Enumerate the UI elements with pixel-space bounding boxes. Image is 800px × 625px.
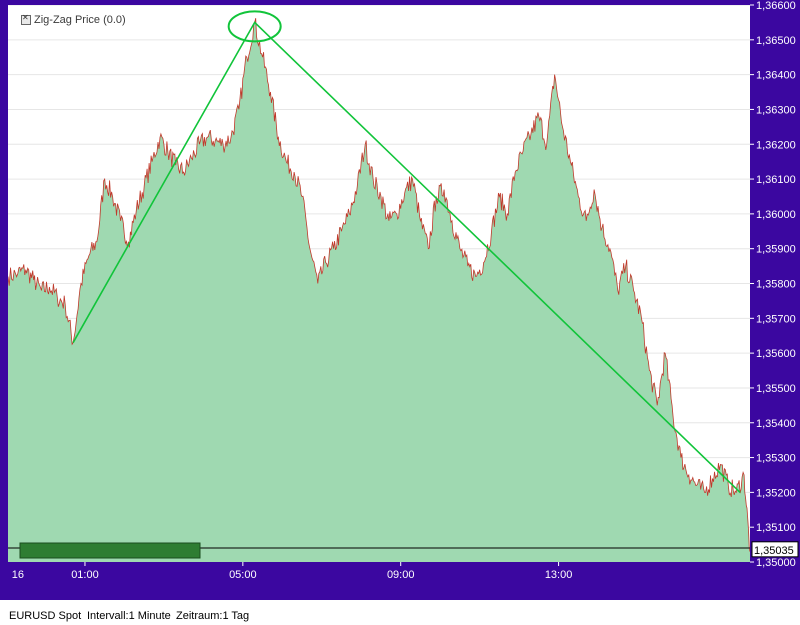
indicator-label: Zig-Zag Price (0.0) [34, 14, 126, 26]
y-tick-label: 1,35100 [756, 522, 796, 534]
zigzag-line [72, 21, 741, 493]
y-tick-label: 1,35400 [756, 418, 796, 430]
y-tick-label: 1,36300 [756, 104, 796, 116]
x-tick-label: 01:00 [71, 569, 99, 581]
y-tick-label: 1,35600 [756, 348, 796, 360]
y-tick-label: 1,35200 [756, 487, 796, 499]
interval-label: Intervall:1 Minute [87, 610, 171, 622]
y-tick-label: 1,35500 [756, 383, 796, 395]
price-chart [8, 5, 750, 562]
x-tick-label: 13:00 [545, 569, 573, 581]
x-tick-label: 09:00 [387, 569, 415, 581]
peak-highlight-circle [227, 10, 282, 43]
y-tick-label: 1,35900 [756, 244, 796, 256]
y-tick-label: 1,36200 [756, 139, 796, 151]
chart-window: Zig-Zag Price (0.0) 1,36600 1,36500 1,3640… [0, 0, 800, 600]
y-tick-label: 1,35000 [756, 557, 796, 569]
y-tick-label: 1,36100 [756, 174, 796, 186]
y-tick-label: 1,35800 [756, 279, 796, 291]
indicator-legend[interactable]: Zig-Zag Price (0.0) [21, 13, 126, 27]
x-tick-label: 16 [12, 569, 24, 581]
plot-area[interactable]: Zig-Zag Price (0.0) [8, 5, 750, 562]
close-icon[interactable] [21, 13, 31, 25]
y-tick-label: 1,36400 [756, 70, 796, 82]
y-tick-label: 1,36500 [756, 35, 796, 47]
status-bar: EURUSD Spot Intervall:1 Minute Zeitraum:… [0, 600, 800, 625]
x-tick-label: 05:00 [229, 569, 257, 581]
period-label: Zeitraum:1 Tag [176, 610, 250, 622]
price-line [8, 18, 750, 552]
symbol-label: EURUSD Spot [9, 610, 82, 622]
y-tick-label: 1,35700 [756, 313, 796, 325]
y-tick-label: 1,35300 [756, 453, 796, 465]
last-price-box [751, 541, 799, 558]
last-price-label: 1,35035 [754, 545, 794, 557]
scrollbar-thumb [19, 542, 201, 559]
price-area [8, 18, 750, 562]
y-tick-label: 1,36600 [756, 0, 796, 12]
y-tick-label: 1,36000 [756, 209, 796, 221]
